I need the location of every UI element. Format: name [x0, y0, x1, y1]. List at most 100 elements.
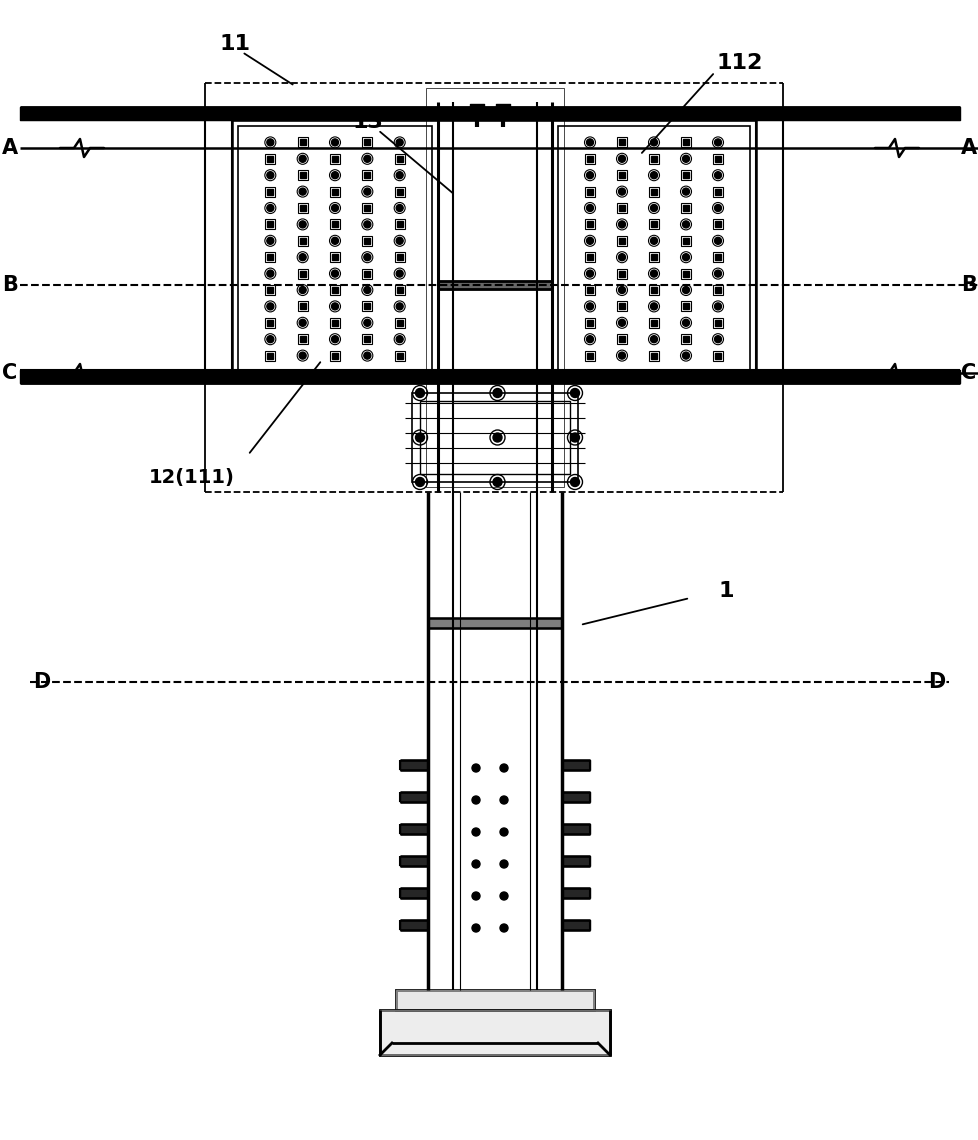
Bar — [265, 351, 275, 360]
Bar — [396, 352, 402, 359]
Circle shape — [364, 319, 371, 326]
Bar — [297, 269, 307, 278]
Bar — [650, 156, 656, 162]
Bar — [396, 156, 402, 162]
Bar — [394, 219, 404, 229]
Circle shape — [714, 303, 721, 310]
Text: A: A — [960, 138, 976, 158]
Bar — [330, 351, 339, 360]
Bar — [648, 318, 658, 328]
Bar — [267, 320, 273, 326]
Bar — [681, 269, 690, 278]
Bar — [712, 285, 723, 295]
Bar — [364, 205, 370, 211]
Bar — [683, 139, 689, 146]
Bar — [364, 238, 370, 244]
Circle shape — [493, 478, 502, 487]
Bar — [332, 287, 337, 293]
Circle shape — [299, 221, 306, 228]
Circle shape — [332, 335, 338, 343]
Text: B: B — [960, 275, 976, 295]
Bar — [394, 252, 404, 262]
Bar — [681, 170, 690, 180]
Circle shape — [682, 254, 689, 261]
Bar — [395, 990, 594, 1010]
Bar — [299, 238, 305, 244]
Bar — [618, 336, 624, 342]
Bar — [618, 205, 624, 211]
Bar — [681, 236, 690, 246]
Bar — [362, 269, 372, 278]
Bar — [587, 320, 593, 326]
Bar — [714, 320, 720, 326]
Circle shape — [570, 433, 579, 442]
Bar — [618, 139, 624, 146]
Bar — [585, 252, 595, 262]
Circle shape — [618, 319, 625, 326]
Bar — [394, 318, 404, 328]
Circle shape — [471, 891, 479, 899]
Circle shape — [471, 828, 479, 836]
Text: 11: 11 — [219, 34, 250, 54]
Bar — [297, 334, 307, 344]
Circle shape — [682, 286, 689, 293]
Bar — [618, 303, 624, 309]
Circle shape — [618, 188, 625, 195]
Bar — [683, 336, 689, 342]
Circle shape — [267, 237, 274, 244]
Circle shape — [570, 478, 579, 487]
Bar — [332, 352, 337, 359]
Bar — [330, 285, 339, 295]
Bar — [616, 269, 626, 278]
Bar — [714, 188, 720, 195]
Bar — [330, 318, 339, 328]
Circle shape — [500, 828, 508, 836]
Bar — [265, 219, 275, 229]
Circle shape — [682, 155, 689, 162]
Bar — [650, 188, 656, 195]
Circle shape — [364, 155, 371, 162]
Circle shape — [364, 221, 371, 228]
Circle shape — [332, 303, 338, 310]
Circle shape — [364, 188, 371, 195]
Bar — [648, 187, 658, 196]
Bar — [299, 336, 305, 342]
Circle shape — [267, 139, 274, 146]
Bar — [618, 238, 624, 244]
Bar — [297, 170, 307, 180]
Bar — [618, 172, 624, 178]
Bar — [364, 139, 370, 146]
Bar — [362, 236, 372, 246]
Bar — [299, 270, 305, 277]
Circle shape — [415, 478, 424, 487]
Bar — [650, 287, 656, 293]
Bar — [683, 270, 689, 277]
Text: 1: 1 — [718, 581, 733, 601]
Bar — [585, 187, 595, 196]
Circle shape — [471, 925, 479, 933]
Circle shape — [500, 925, 508, 933]
Circle shape — [649, 270, 657, 277]
Circle shape — [396, 204, 403, 212]
Circle shape — [415, 389, 424, 398]
Bar — [714, 254, 720, 260]
Bar — [364, 270, 370, 277]
Circle shape — [396, 172, 403, 179]
Bar — [681, 203, 690, 213]
Bar — [712, 154, 723, 164]
Circle shape — [649, 237, 657, 244]
Circle shape — [682, 188, 689, 195]
Circle shape — [396, 237, 403, 244]
Bar — [648, 252, 658, 262]
Bar — [362, 301, 372, 311]
Bar — [267, 156, 273, 162]
Bar — [330, 187, 339, 196]
Bar — [585, 285, 595, 295]
Circle shape — [396, 303, 403, 310]
Bar — [362, 203, 372, 213]
Bar — [362, 334, 372, 344]
Bar — [394, 154, 404, 164]
Bar — [297, 301, 307, 311]
Bar — [379, 1010, 609, 1054]
Circle shape — [649, 172, 657, 179]
